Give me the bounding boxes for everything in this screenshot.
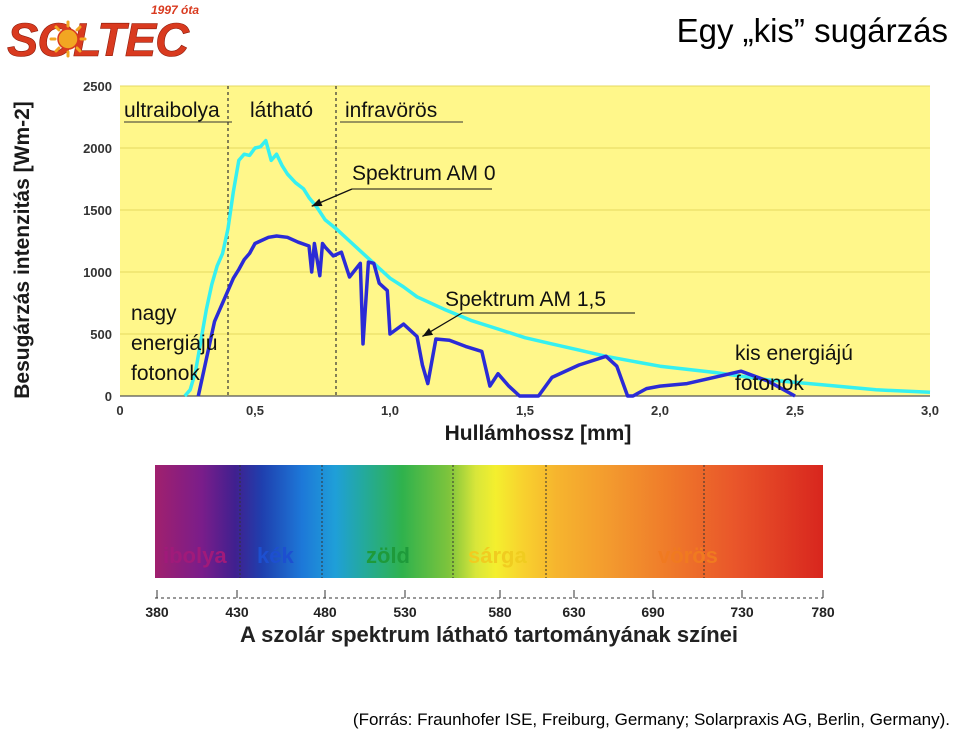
spectrum-tick-label: 780 <box>811 604 835 620</box>
spectrum-tick-label: 630 <box>562 604 586 620</box>
chart-x-axis-label: Hullámhossz [mm] <box>445 422 632 445</box>
spectrum-tick-label: 690 <box>641 604 665 620</box>
arrow-head-icon <box>422 327 434 337</box>
high-energy-photons-label: nagy energiájú fotonok <box>131 302 217 385</box>
plot-area <box>120 86 930 396</box>
x-tick-label: 0 <box>116 403 123 418</box>
x-axis-ticks: 0 0,5 1,0 1,5 2,0 2,5 3,0 <box>116 403 939 418</box>
spectrum-tick-label: 380 <box>145 604 169 620</box>
x-tick-label: 2,5 <box>786 403 804 418</box>
spectrum-tick-label: 480 <box>313 604 337 620</box>
arrow-head-icon <box>311 198 323 207</box>
y-tick-label: 2500 <box>83 79 112 94</box>
y-tick-label: 2000 <box>83 141 112 156</box>
spectrum-color-label: ibolya <box>163 543 227 568</box>
x-tick-label: 1,0 <box>381 403 399 418</box>
spectrum-color-labels: ibolya kék zöld sárga vörös <box>163 543 718 568</box>
region-label: infravörös <box>345 99 437 122</box>
series-annotation: Spektrum AM 1,5 <box>445 288 606 311</box>
x-tick-label: 1,5 <box>516 403 534 418</box>
chart-annotations: ultraibolya látható infravörös Spektrum AM … <box>124 99 853 395</box>
y-axis-ticks: 0 500 1000 1500 2000 2500 <box>83 79 112 404</box>
x-tick-label: 0,5 <box>246 403 264 418</box>
logo-wordmark: SOLTEC <box>7 13 190 62</box>
y-tick-label: 1500 <box>83 203 112 218</box>
y-tick-label: 1000 <box>83 265 112 280</box>
low-energy-photons-label: kis energiájú fotonok <box>735 342 853 395</box>
spectrum-wavelength-ticks: 380 430 480 530 580 630 690 730 780 <box>145 590 835 620</box>
chart-series <box>183 138 931 398</box>
y-tick-label: 500 <box>90 327 112 342</box>
region-boundaries <box>227 86 337 396</box>
spectrum-color-label: vörös <box>658 543 718 568</box>
page-title: Egy „kis” sugárzás <box>676 12 948 49</box>
spectrum-tick-label: 430 <box>225 604 249 620</box>
spectrum-tick-label: 530 <box>393 604 417 620</box>
spectrum-tick-label: 730 <box>730 604 754 620</box>
spectrum-title: A szolár spektrum látható tartományának … <box>240 622 738 647</box>
spectrum-tick-label: 580 <box>488 604 512 620</box>
sun-icon <box>49 20 87 58</box>
spectrum-dividers <box>239 465 705 578</box>
spectrum-color-label: zöld <box>366 543 410 568</box>
x-tick-label: 3,0 <box>921 403 939 418</box>
spectrum-color-label: kék <box>257 543 294 568</box>
visible-spectrum-color-bar <box>155 465 823 578</box>
series-am0-line <box>183 138 931 398</box>
soltec-logo: 1997 óta SOLTEC <box>7 3 200 62</box>
series-am15-line <box>196 234 796 398</box>
series-annotation: Spektrum AM 0 <box>352 162 496 185</box>
logo-subtext: 1997 óta <box>151 3 199 17</box>
y-tick-label: 0 <box>105 389 112 404</box>
source-note: (Forrás: Fraunhofer ISE, Freiburg, Germa… <box>352 710 950 729</box>
region-label: látható <box>250 99 313 122</box>
region-label: ultraibolya <box>124 99 220 122</box>
spectrum-color-label: sárga <box>468 543 527 568</box>
x-tick-label: 2,0 <box>651 403 669 418</box>
